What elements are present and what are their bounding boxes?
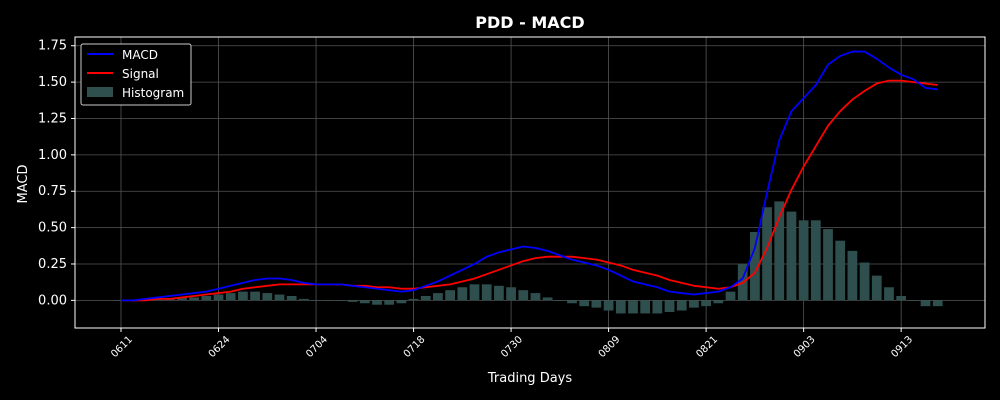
- legend-histogram-label: Histogram: [122, 86, 184, 100]
- histogram-bar: [384, 300, 395, 305]
- chart-title: PDD - MACD: [475, 13, 584, 32]
- histogram-bar: [335, 300, 346, 301]
- legend-signal-label: Signal: [122, 67, 159, 81]
- legend: MACD Signal Histogram: [80, 43, 192, 106]
- y-tick-label: 0.50: [38, 221, 67, 236]
- histogram-bar: [798, 220, 809, 301]
- histogram-bar: [591, 300, 602, 308]
- histogram-bar: [579, 300, 590, 307]
- histogram-bar: [201, 295, 212, 301]
- histogram-bar: [676, 300, 687, 311]
- histogram-bar: [750, 231, 760, 301]
- histogram-bar: [835, 240, 846, 301]
- histogram-bar: [311, 300, 321, 301]
- histogram-bar: [567, 300, 577, 304]
- histogram-bar: [725, 291, 736, 301]
- histogram-bar: [359, 300, 370, 304]
- histogram-bar: [689, 300, 699, 308]
- histogram-bar: [286, 295, 297, 301]
- histogram-bar: [298, 298, 309, 301]
- plot-frame: [74, 36, 986, 329]
- legend-macd-label: MACD: [122, 48, 158, 62]
- histogram-bar: [628, 300, 638, 314]
- histogram-bar: [542, 297, 553, 301]
- histogram-bar: [457, 287, 468, 301]
- y-tick-label: 1.25: [38, 111, 67, 126]
- y-tick-label: 0.25: [38, 257, 67, 272]
- histogram-bar: [823, 229, 833, 301]
- histogram-bar: [372, 300, 382, 305]
- histogram-bar: [408, 298, 419, 301]
- histogram-bar: [481, 284, 492, 301]
- histogram-bar: [250, 291, 260, 301]
- series-lines: [121, 50, 938, 302]
- macd-line: [121, 50, 938, 302]
- histogram-bar: [323, 300, 334, 301]
- histogram-bar: [762, 207, 772, 301]
- x-axis-label: Trading Days: [487, 371, 572, 386]
- histogram-bar: [932, 300, 943, 307]
- histogram-bar: [445, 290, 456, 301]
- histogram-bar: [847, 250, 858, 301]
- histogram-bar: [615, 300, 626, 314]
- histogram-bar: [262, 293, 273, 301]
- histogram-bar: [908, 300, 919, 301]
- histogram-bar: [238, 291, 248, 301]
- signal-line: [121, 79, 938, 302]
- histogram-bar: [225, 293, 236, 301]
- histogram-bar: [274, 294, 285, 301]
- histogram-bar: [859, 262, 870, 301]
- histogram-bar: [530, 293, 541, 301]
- y-axis-label: MACD: [16, 165, 31, 204]
- histogram-bar: [713, 300, 724, 304]
- y-tick-label: 0.75: [38, 184, 67, 199]
- histogram-bar: [884, 287, 894, 301]
- histogram-bar: [347, 300, 358, 302]
- histogram-bar: [640, 300, 651, 314]
- y-tick-label: 0.00: [38, 293, 67, 308]
- histogram-bar: [786, 211, 797, 301]
- histogram-bar: [494, 285, 504, 301]
- histogram-bar: [213, 294, 224, 301]
- y-tick-label: 1.75: [38, 39, 67, 54]
- histogram-bar: [774, 201, 785, 301]
- histogram-bar: [603, 300, 614, 311]
- histogram-bar: [518, 290, 529, 301]
- histogram-bar: [506, 287, 516, 301]
- histogram-bar: [652, 300, 663, 314]
- histogram-bar: [396, 300, 407, 304]
- histogram-bar: [177, 297, 187, 301]
- histogram-bar: [920, 300, 931, 307]
- legend-histogram-swatch: [87, 87, 113, 97]
- histogram-bar: [554, 300, 565, 301]
- histogram-bar: [896, 295, 907, 301]
- histogram-bar: [810, 220, 821, 301]
- histogram-bar: [871, 275, 882, 301]
- histogram-bar: [420, 295, 431, 301]
- histogram-bar: [433, 293, 443, 301]
- y-tick-label: 1.00: [38, 148, 67, 163]
- histogram-bar: [469, 284, 480, 301]
- histogram-bar: [189, 297, 200, 301]
- histogram-bar: [701, 300, 711, 307]
- histogram-bars: [116, 201, 943, 314]
- histogram-bar: [664, 300, 675, 312]
- y-tick-label: 1.50: [38, 75, 67, 90]
